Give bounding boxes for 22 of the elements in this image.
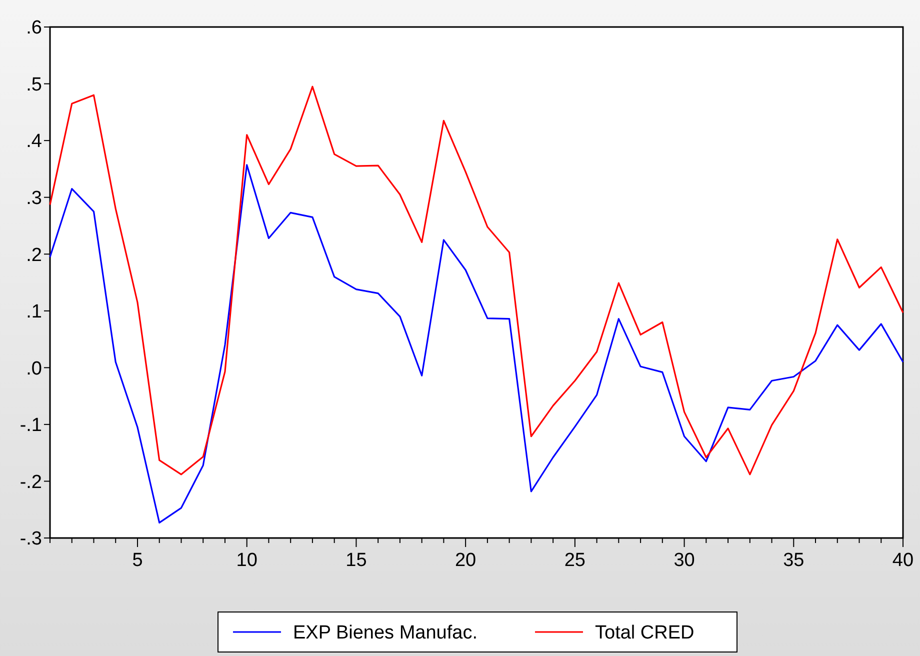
- y-tick-label: -.2: [20, 472, 42, 493]
- x-tick-label: 40: [892, 550, 914, 571]
- line-series: [49, 86, 904, 476]
- y-tick-label: .4: [26, 131, 42, 152]
- y-tick-label: .2: [26, 244, 42, 266]
- y-tick-label: .6: [26, 18, 42, 39]
- y-tick-label: .3: [26, 188, 42, 209]
- y-tick-label: .5: [26, 74, 42, 96]
- line-series: [49, 164, 904, 524]
- x-tick-label: 35: [783, 550, 804, 571]
- x-tick-label: 30: [674, 550, 695, 571]
- y-tick-label: .1: [26, 302, 42, 323]
- legend-label: EXP Bienes Manufac.: [293, 622, 478, 644]
- x-tick-label: 25: [564, 550, 586, 571]
- legend-label: Total CRED: [595, 622, 694, 644]
- x-tick-label: 10: [236, 550, 258, 571]
- y-tick-label: -.1: [20, 415, 42, 436]
- x-tick-label: 15: [346, 550, 367, 571]
- y-tick-label: .0: [26, 358, 42, 380]
- y-tick-label: -.3: [20, 528, 42, 550]
- x-tick-label: 5: [132, 550, 143, 571]
- x-tick-label: 20: [454, 550, 476, 571]
